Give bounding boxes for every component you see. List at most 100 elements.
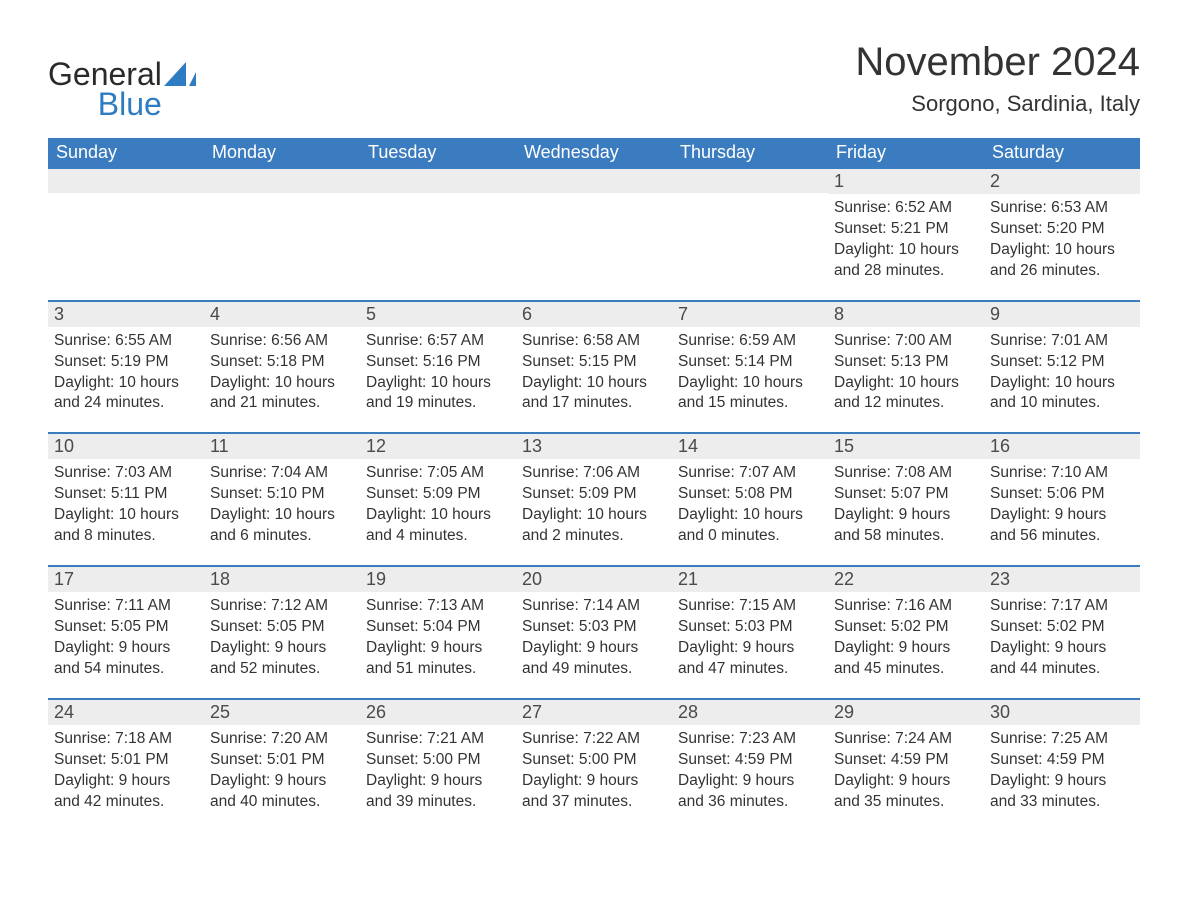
day-number: 14 [672,432,828,459]
day-number: 6 [516,300,672,327]
sunrise-text: Sunrise: 6:58 AM [522,331,666,352]
calendar-cell: 9Sunrise: 7:01 AMSunset: 5:12 PMDaylight… [984,300,1140,433]
sunrise-text: Sunrise: 7:17 AM [990,596,1134,617]
sunset-text: Sunset: 4:59 PM [834,750,978,771]
day-header: Thursday [672,138,828,167]
daylight-text-line2: and 47 minutes. [678,659,822,680]
calendar-cell: 17Sunrise: 7:11 AMSunset: 5:05 PMDayligh… [48,565,204,698]
calendar-cell: 14Sunrise: 7:07 AMSunset: 5:08 PMDayligh… [672,432,828,565]
month-title: November 2024 [855,40,1140,85]
day-details: Sunrise: 6:58 AMSunset: 5:15 PMDaylight:… [516,327,672,415]
sunrise-text: Sunrise: 7:22 AM [522,729,666,750]
sunrise-text: Sunrise: 7:12 AM [210,596,354,617]
day-details: Sunrise: 7:23 AMSunset: 4:59 PMDaylight:… [672,725,828,813]
calendar-cell: 20Sunrise: 7:14 AMSunset: 5:03 PMDayligh… [516,565,672,698]
day-number: 18 [204,565,360,592]
day-details: Sunrise: 7:14 AMSunset: 5:03 PMDaylight:… [516,592,672,680]
day-number: 24 [48,698,204,725]
daylight-text-line1: Daylight: 9 hours [54,771,198,792]
sunrise-text: Sunrise: 6:59 AM [678,331,822,352]
day-number: 23 [984,565,1140,592]
calendar-cell [48,167,828,300]
sunset-text: Sunset: 5:13 PM [834,352,978,373]
day-details: Sunrise: 7:01 AMSunset: 5:12 PMDaylight:… [984,327,1140,415]
sunrise-text: Sunrise: 7:25 AM [990,729,1134,750]
sunset-text: Sunset: 5:11 PM [54,484,198,505]
calendar-cell: 26Sunrise: 7:21 AMSunset: 5:00 PMDayligh… [360,698,516,831]
day-cell: 23Sunrise: 7:17 AMSunset: 5:02 PMDayligh… [984,565,1140,698]
day-cell: 14Sunrise: 7:07 AMSunset: 5:08 PMDayligh… [672,432,828,565]
sunrise-text: Sunrise: 7:18 AM [54,729,198,750]
sunrise-text: Sunrise: 7:03 AM [54,463,198,484]
day-header: Monday [204,138,360,167]
daylight-text-line1: Daylight: 9 hours [990,771,1134,792]
day-number: 19 [360,565,516,592]
calendar-body: 1Sunrise: 6:52 AMSunset: 5:21 PMDaylight… [48,167,1140,830]
day-cell: 6Sunrise: 6:58 AMSunset: 5:15 PMDaylight… [516,300,672,433]
daylight-text-line1: Daylight: 9 hours [54,638,198,659]
sunrise-text: Sunrise: 6:56 AM [210,331,354,352]
daylight-text-line2: and 0 minutes. [678,526,822,547]
empty-day-bar [48,167,828,193]
sunrise-text: Sunrise: 7:24 AM [834,729,978,750]
daylight-text-line1: Daylight: 10 hours [366,373,510,394]
sunset-text: Sunset: 5:14 PM [678,352,822,373]
daylight-text-line1: Daylight: 10 hours [834,373,978,394]
sunrise-text: Sunrise: 7:11 AM [54,596,198,617]
day-details: Sunrise: 7:08 AMSunset: 5:07 PMDaylight:… [828,459,984,547]
sunset-text: Sunset: 5:09 PM [522,484,666,505]
calendar-cell: 13Sunrise: 7:06 AMSunset: 5:09 PMDayligh… [516,432,672,565]
sunset-text: Sunset: 5:01 PM [210,750,354,771]
day-cell: 1Sunrise: 6:52 AMSunset: 5:21 PMDaylight… [828,167,984,300]
day-details: Sunrise: 6:57 AMSunset: 5:16 PMDaylight:… [360,327,516,415]
day-number: 13 [516,432,672,459]
daylight-text-line1: Daylight: 9 hours [990,505,1134,526]
calendar-cell: 15Sunrise: 7:08 AMSunset: 5:07 PMDayligh… [828,432,984,565]
sunrise-text: Sunrise: 6:52 AM [834,198,978,219]
day-number: 10 [48,432,204,459]
day-number: 22 [828,565,984,592]
day-number: 8 [828,300,984,327]
calendar-cell: 11Sunrise: 7:04 AMSunset: 5:10 PMDayligh… [204,432,360,565]
day-details: Sunrise: 7:17 AMSunset: 5:02 PMDaylight:… [984,592,1140,680]
sunset-text: Sunset: 5:18 PM [210,352,354,373]
sunset-text: Sunset: 4:59 PM [678,750,822,771]
day-number: 1 [828,167,984,194]
week-row: 24 Sunrise: 7:18 AM Sunset: 5:01 PM Dayligh… [48,698,1140,831]
daylight-text-line1: Daylight: 9 hours [678,771,822,792]
calendar-cell: 21Sunrise: 7:15 AMSunset: 5:03 PMDayligh… [672,565,828,698]
day-cell: 19Sunrise: 7:13 AMSunset: 5:04 PMDayligh… [360,565,516,698]
calendar-cell: 23Sunrise: 7:17 AMSunset: 5:02 PMDayligh… [984,565,1140,698]
daylight-text-line2: and 44 minutes. [990,659,1134,680]
day-cell: 12Sunrise: 7:05 AMSunset: 5:09 PMDayligh… [360,432,516,565]
calendar-cell: 6Sunrise: 6:58 AMSunset: 5:15 PMDaylight… [516,300,672,433]
day-details: Sunrise: 7:22 AMSunset: 5:00 PMDaylight:… [516,725,672,813]
sunrise-text: Sunrise: 6:57 AM [366,331,510,352]
day-cell: 4 Sunrise: 6:56 AMSunset: 5:18 PMDaylight… [204,300,360,433]
calendar-cell: 19Sunrise: 7:13 AMSunset: 5:04 PMDayligh… [360,565,516,698]
daylight-text-line1: Daylight: 10 hours [210,373,354,394]
day-details: Sunrise: 7:03 AMSunset: 5:11 PMDaylight:… [48,459,204,547]
sunrise-text: Sunrise: 7:15 AM [678,596,822,617]
calendar-cell: 3Sunrise: 6:55 AMSunset: 5:19 PMDaylight… [48,300,204,433]
day-details: Sunrise: 6:59 AMSunset: 5:14 PMDaylight:… [672,327,828,415]
day-cell: 17Sunrise: 7:11 AMSunset: 5:05 PMDayligh… [48,565,204,698]
day-number: 4 [204,300,360,327]
daylight-text-line2: and 40 minutes. [210,792,354,813]
sunset-text: Sunset: 5:07 PM [834,484,978,505]
sunrise-text: Sunrise: 7:21 AM [366,729,510,750]
day-number: 25 [204,698,360,725]
day-number: 17 [48,565,204,592]
sunset-text: Sunset: 5:10 PM [210,484,354,505]
daylight-text-line1: Daylight: 9 hours [210,638,354,659]
week-row: 17Sunrise: 7:11 AMSunset: 5:05 PMDayligh… [48,565,1140,698]
day-details: Sunrise: 7:12 AMSunset: 5:05 PMDaylight:… [204,592,360,680]
daylight-text-line1: Daylight: 10 hours [990,240,1134,261]
sunset-text: Sunset: 5:09 PM [366,484,510,505]
daylight-text-line1: Daylight: 9 hours [834,638,978,659]
daylight-text-line1: Daylight: 10 hours [522,373,666,394]
day-cell: 16Sunrise: 7:10 AMSunset: 5:06 PMDayligh… [984,432,1140,565]
sunrise-text: Sunrise: 7:06 AM [522,463,666,484]
daylight-text-line1: Daylight: 9 hours [834,771,978,792]
calendar-cell: 18Sunrise: 7:12 AMSunset: 5:05 PMDayligh… [204,565,360,698]
